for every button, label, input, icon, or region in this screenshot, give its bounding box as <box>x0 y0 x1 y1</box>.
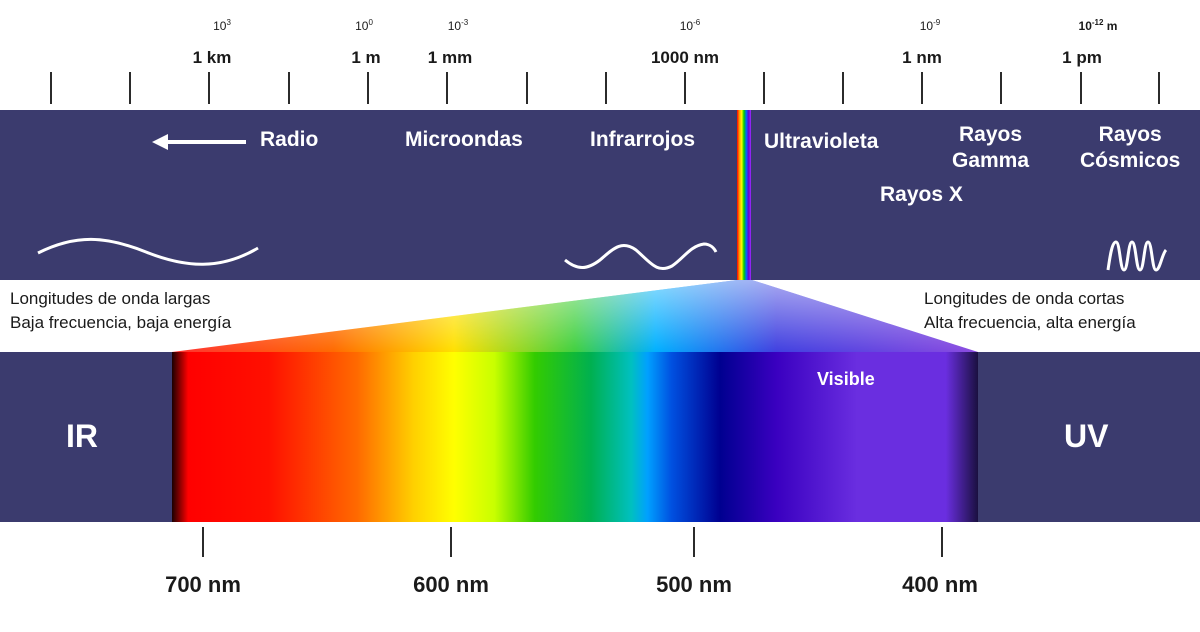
exponent-1pm: 10-12 m <box>1078 18 1118 33</box>
wavelength-label-600nm: 600 nm <box>413 572 489 597</box>
exponent-1km: 103 <box>213 18 231 33</box>
scale-tick <box>288 72 290 104</box>
description-short-wave-line1: Longitudes de onda cortas <box>924 289 1125 308</box>
description-long-wave-line1: Longitudes de onda largas <box>10 289 211 308</box>
unit-label-1nm: 1 nm <box>902 48 942 67</box>
ir-label: IR <box>66 418 98 454</box>
scale-tick <box>1080 72 1082 104</box>
band-label-rayos-cosmicos: Rayos Cósmicos <box>1080 123 1181 172</box>
spectrum-fan <box>172 280 978 352</box>
scale-tick <box>763 72 765 104</box>
band-label-radio: Radio <box>260 128 319 151</box>
unit-label-1km: 1 km <box>192 48 232 67</box>
description-long-wave-line2: Baja frecuencia, baja energía <box>10 313 232 332</box>
band-label-infrarrojos: Infrarrojos <box>590 128 696 151</box>
scale-tick <box>605 72 607 104</box>
visible-spectrum-gradient <box>172 352 978 522</box>
scale-tick <box>921 72 923 104</box>
wavelength-tick <box>941 527 943 557</box>
description-short-wave-line2: Alta frecuencia, alta energía <box>924 313 1136 332</box>
band-label-rayos-x: Rayos X <box>880 183 963 206</box>
medium-wave-icon <box>564 242 718 271</box>
unit-label-1pm: 1 pm <box>1062 48 1102 67</box>
scale-tick <box>684 72 686 104</box>
long-wave-icon <box>37 237 259 266</box>
scale-tick <box>208 72 210 104</box>
unit-label-1mm: 1 mm <box>427 48 473 67</box>
unit-label-1m: 1 m <box>351 48 381 67</box>
uv-label: UV <box>1064 418 1109 454</box>
scale-tick <box>1158 72 1160 104</box>
scale-tick <box>50 72 52 104</box>
wavelength-tick <box>693 527 695 557</box>
left-arrow-icon <box>152 134 246 150</box>
scale-tick <box>1000 72 1002 104</box>
wavelength-label-400nm: 400 nm <box>902 572 978 597</box>
band-label-microondas: Microondas <box>405 128 523 151</box>
wavelength-tick <box>450 527 452 557</box>
unit-label-1000nm: 1000 nm <box>650 48 720 67</box>
band-label-rayos-gamma: Rayos Gamma <box>952 123 1030 172</box>
scale-tick <box>842 72 844 104</box>
exponent-1nm: 10-9 <box>919 18 941 33</box>
wavelength-label-500nm: 500 nm <box>656 572 732 597</box>
short-wave-icon <box>1106 240 1168 272</box>
wavelength-label-700nm: 700 nm <box>165 572 241 597</box>
scale-tick <box>129 72 131 104</box>
visible-light-strip <box>737 110 751 280</box>
visible-label: Visible <box>817 369 875 389</box>
exponent-1mm: 10-3 <box>447 18 469 33</box>
scale-tick <box>367 72 369 104</box>
scale-tick <box>526 72 528 104</box>
exponent-1m: 100 <box>355 18 373 33</box>
band-label-ultravioleta: Ultravioleta <box>764 130 879 153</box>
scale-tick <box>446 72 448 104</box>
exponent-1000nm: 10-6 <box>679 18 701 33</box>
spectrum-band <box>0 110 1200 280</box>
wavelength-tick <box>202 527 204 557</box>
